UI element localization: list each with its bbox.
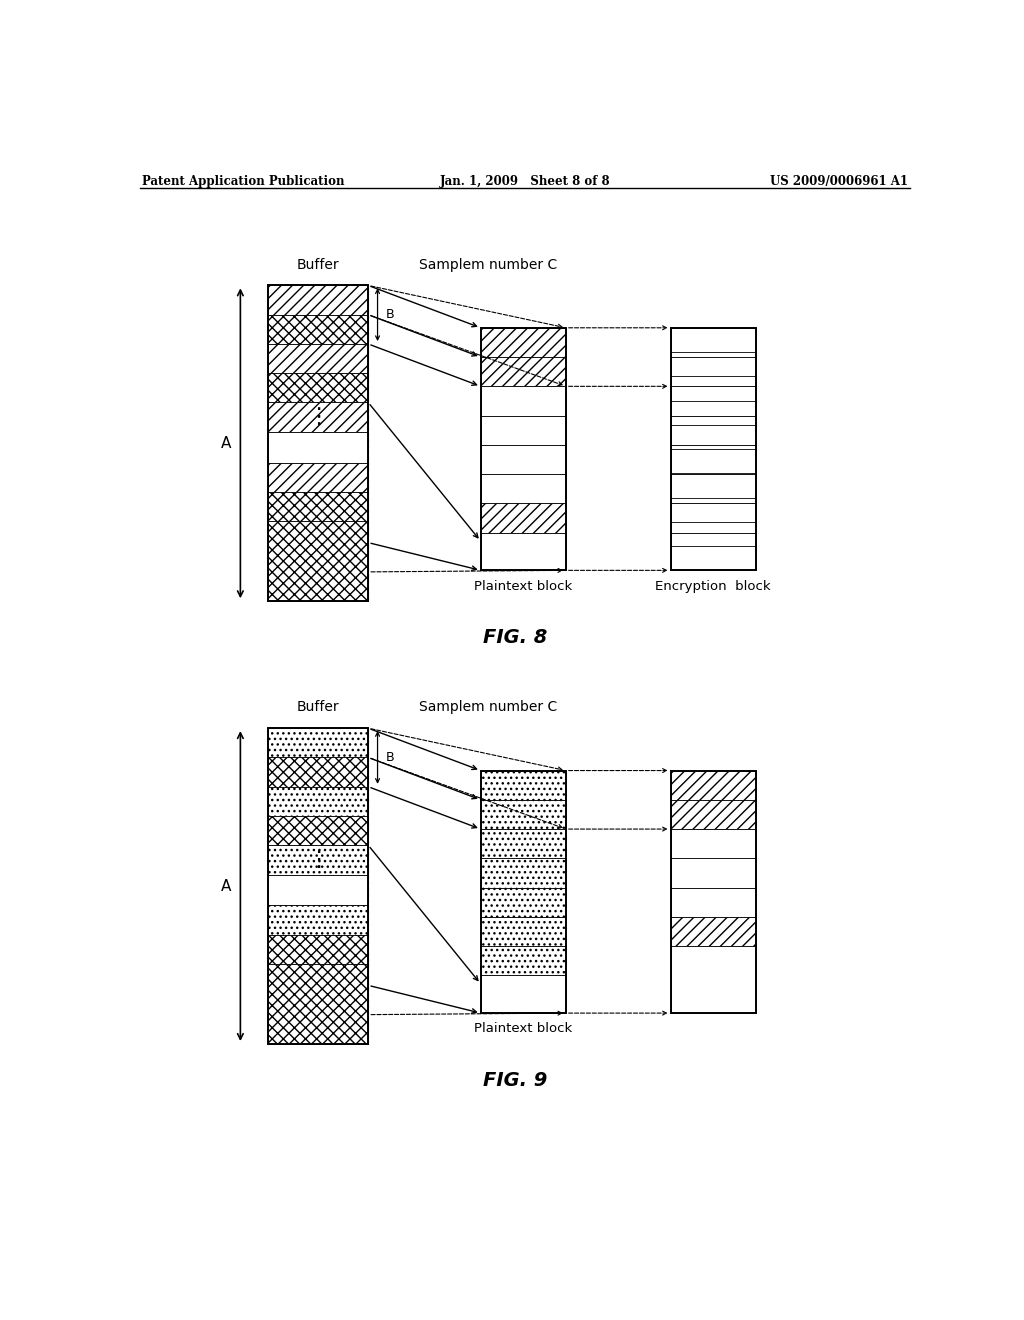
Bar (671, 533, 756, 570)
Bar (480, 800, 566, 829)
Bar (267, 432, 369, 462)
Bar (480, 975, 566, 1014)
Text: B: B (385, 308, 394, 321)
Text: Samplem number C: Samplem number C (419, 701, 557, 714)
Bar (480, 771, 566, 1014)
Bar (480, 533, 566, 570)
Bar (267, 729, 369, 758)
Text: Plaintext block: Plaintext block (474, 1022, 572, 1035)
Text: Patent Application Publication: Patent Application Publication (142, 176, 344, 189)
Bar (267, 845, 369, 875)
Bar (671, 887, 756, 917)
Bar (267, 906, 369, 935)
Bar (480, 445, 566, 474)
Text: A: A (221, 879, 231, 894)
Bar (267, 874, 369, 906)
Bar (267, 787, 369, 816)
Bar (267, 964, 369, 1044)
Bar (267, 285, 369, 601)
Bar (480, 917, 566, 946)
Text: ⋮: ⋮ (307, 850, 329, 870)
Text: FIG. 8: FIG. 8 (483, 628, 548, 647)
Bar (671, 771, 756, 800)
Text: Encryption  block: Encryption block (655, 579, 771, 593)
Bar (671, 503, 756, 533)
Bar (480, 946, 566, 975)
Bar (671, 917, 756, 946)
Bar (671, 771, 756, 1014)
Bar (267, 521, 369, 601)
Bar (480, 474, 566, 503)
Bar (480, 387, 566, 416)
Text: Buffer: Buffer (297, 257, 339, 272)
Bar (480, 416, 566, 445)
Text: Buffer: Buffer (297, 701, 339, 714)
Bar (671, 327, 756, 570)
Bar (671, 829, 756, 858)
Bar (267, 729, 369, 1044)
Bar (480, 358, 566, 387)
Text: ⋮: ⋮ (307, 407, 329, 428)
Text: FIG. 9: FIG. 9 (483, 1071, 548, 1090)
Text: A: A (221, 436, 231, 451)
Bar (480, 327, 566, 358)
Bar (267, 492, 369, 521)
Bar (480, 858, 566, 887)
Bar (267, 314, 369, 345)
Text: B: B (385, 751, 394, 764)
Bar (267, 285, 369, 314)
Bar (267, 935, 369, 964)
Text: Jan. 1, 2009   Sheet 8 of 8: Jan. 1, 2009 Sheet 8 of 8 (439, 176, 610, 189)
Bar (267, 345, 369, 374)
Bar (671, 387, 756, 416)
Bar (671, 445, 756, 474)
Bar (671, 327, 756, 358)
Bar (480, 771, 566, 800)
Bar (671, 800, 756, 829)
Bar (480, 829, 566, 858)
Bar (480, 503, 566, 533)
Bar (480, 327, 566, 570)
Bar (267, 758, 369, 787)
Bar (671, 358, 756, 387)
Text: US 2009/0006961 A1: US 2009/0006961 A1 (770, 176, 907, 189)
Bar (671, 858, 756, 887)
Bar (671, 946, 756, 1014)
Bar (671, 416, 756, 445)
Text: Plaintext block: Plaintext block (474, 579, 572, 593)
Bar (671, 474, 756, 503)
Text: Samplem number C: Samplem number C (419, 257, 557, 272)
Bar (267, 374, 369, 403)
Bar (480, 887, 566, 917)
Bar (267, 816, 369, 845)
Bar (267, 462, 369, 492)
Bar (267, 403, 369, 432)
